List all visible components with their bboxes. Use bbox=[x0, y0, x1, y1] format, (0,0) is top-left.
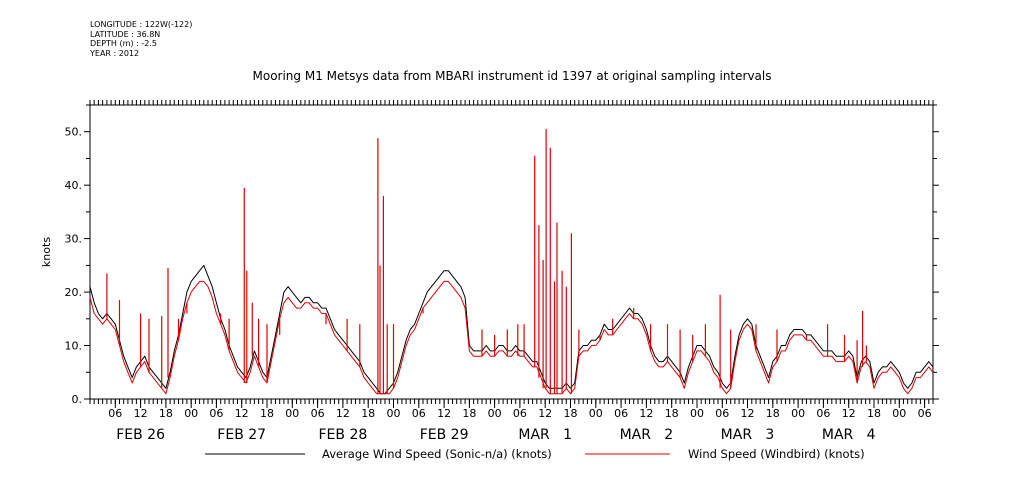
x-tick-label: 00 bbox=[285, 407, 299, 420]
day-label: FEB 29 bbox=[420, 427, 469, 443]
day-label: FEB 26 bbox=[116, 427, 165, 443]
x-tick-label: 06 bbox=[614, 407, 628, 420]
longitude-text: LONGITUDE : 122W(-122) bbox=[90, 20, 193, 29]
y-tick-label: 0. bbox=[72, 393, 83, 406]
x-tick-label: 18 bbox=[867, 407, 881, 420]
day-label: MAR 1 bbox=[518, 427, 572, 443]
x-tick-label: 06 bbox=[311, 407, 325, 420]
legend-label-average: Average Wind Speed (Sonic-n/a) (knots) bbox=[322, 447, 552, 461]
x-tick-label: 06 bbox=[918, 407, 932, 420]
day-label: FEB 27 bbox=[217, 427, 266, 443]
day-label: MAR 3 bbox=[721, 427, 775, 443]
day-label: MAR 4 bbox=[822, 427, 876, 443]
x-tick-label: 18 bbox=[665, 407, 679, 420]
legend-label-windbird: Wind Speed (Windbird) (knots) bbox=[688, 447, 865, 461]
chart-title: Mooring M1 Metsys data from MBARI instru… bbox=[253, 69, 772, 83]
x-tick-label: 12 bbox=[134, 407, 148, 420]
x-tick-label: 12 bbox=[741, 407, 755, 420]
x-tick-label: 18 bbox=[766, 407, 780, 420]
y-axis: 0. 10. 20. 30. 40. 50. bbox=[65, 104, 939, 406]
y-tick-label: 20. bbox=[65, 286, 83, 299]
x-tick-label: 00 bbox=[791, 407, 805, 420]
x-tick-label: 00 bbox=[690, 407, 704, 420]
y-axis-label: knots bbox=[40, 237, 53, 267]
x-tick-label: 00 bbox=[892, 407, 906, 420]
x-tick-label: 06 bbox=[715, 407, 729, 420]
latitude-text: LATITUDE : 36.8N bbox=[90, 29, 161, 39]
y-tick-label: 40. bbox=[65, 179, 83, 192]
x-tick-label: 18 bbox=[564, 407, 578, 420]
x-axis: 06 12 18 00 06 12 18 00 06 12 18 00 06 12 18 00 06 12 18 00… bbox=[108, 399, 932, 443]
x-tick-label: 12 bbox=[842, 407, 856, 420]
x-tick-label: 12 bbox=[235, 407, 249, 420]
x-tick-label: 06 bbox=[513, 407, 527, 420]
series-layer bbox=[89, 129, 934, 395]
x-tick-label: 06 bbox=[816, 407, 830, 420]
windbird-wind-speed-line bbox=[89, 280, 934, 395]
x-tick-label: 06 bbox=[209, 407, 223, 420]
x-tick-label: 00 bbox=[387, 407, 401, 420]
x-tick-label: 00 bbox=[184, 407, 198, 420]
legend: Average Wind Speed (Sonic-n/a) (knots) W… bbox=[205, 447, 865, 461]
x-tick-label: 06 bbox=[108, 407, 122, 420]
x-tick-label: 12 bbox=[437, 407, 451, 420]
mooring-metadata: LONGITUDE : 122W(-122) LATITUDE : 36.8N … bbox=[90, 20, 192, 58]
y-tick-label: 50. bbox=[65, 126, 83, 139]
average-wind-speed-line bbox=[89, 264, 934, 395]
y-tick-label: 30. bbox=[65, 233, 83, 246]
x-tick-label: 18 bbox=[462, 407, 476, 420]
x-tick-label: 12 bbox=[538, 407, 552, 420]
year-text: YEAR : 2012 bbox=[90, 48, 140, 58]
x-tick-label: 06 bbox=[412, 407, 426, 420]
x-tick-label: 12 bbox=[639, 407, 653, 420]
depth-text: DEPTH (m) : -2.5 bbox=[90, 39, 157, 48]
x-tick-label: 12 bbox=[336, 407, 350, 420]
y-tick-label: 10. bbox=[65, 340, 83, 353]
x-tick-label: 18 bbox=[260, 407, 274, 420]
x-tick-label: 00 bbox=[589, 407, 603, 420]
x-tick-label: 18 bbox=[361, 407, 375, 420]
plot-frame bbox=[89, 104, 934, 400]
x-tick-label: 18 bbox=[159, 407, 173, 420]
minor-ticks bbox=[89, 100, 934, 404]
day-label: FEB 28 bbox=[319, 427, 368, 443]
x-tick-label: 00 bbox=[488, 407, 502, 420]
day-label: MAR 2 bbox=[620, 427, 674, 443]
